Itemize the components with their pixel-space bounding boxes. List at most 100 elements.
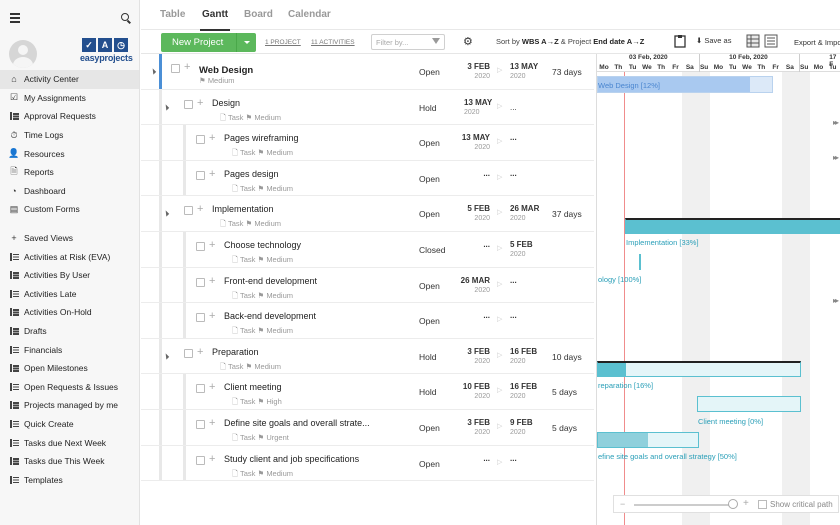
gantt-bar[interactable] — [597, 76, 773, 93]
end-date[interactable]: 13 MAY 2020 — [510, 62, 538, 80]
gear-icon[interactable]: ⚙ — [463, 36, 473, 48]
tab-calendar[interactable]: Calendar — [288, 9, 331, 20]
sort-key-end-date[interactable]: End date A→Z — [593, 37, 645, 46]
collapse-toggle-icon[interactable] — [162, 103, 170, 111]
add-subtask-icon[interactable]: + — [197, 96, 204, 109]
status-label[interactable]: Open — [419, 138, 440, 149]
sidebar-item-templates[interactable]: Templates — [0, 470, 139, 489]
activity-name[interactable]: Design — [212, 97, 241, 108]
activity-name[interactable]: Define site goals and overall strate... — [224, 417, 370, 428]
row-checkbox[interactable] — [196, 135, 205, 145]
row-checkbox[interactable] — [196, 170, 205, 180]
zoom-slider-handle[interactable] — [728, 499, 738, 509]
sort-key-wbs[interactable]: WBS A→Z — [521, 37, 559, 46]
row-checkbox[interactable] — [196, 241, 205, 251]
sidebar-item-open-milestones[interactable]: Open Milestones — [0, 359, 139, 378]
grid-view-icon[interactable] — [746, 34, 760, 48]
status-label[interactable]: Open — [419, 209, 440, 220]
tab-gantt[interactable]: Gantt — [199, 9, 231, 31]
activity-name[interactable]: Web Design — [199, 65, 254, 76]
table-row[interactable]: + Pages design 🗋 Task ⚑ Medium Open... ▷... — [141, 160, 594, 197]
tab-board[interactable]: Board — [244, 9, 273, 20]
new-project-button[interactable]: New Project — [161, 33, 256, 52]
start-date[interactable]: 3 FEB 2020 — [467, 418, 490, 436]
add-subtask-icon[interactable]: + — [209, 274, 216, 287]
new-project-dropdown-icon[interactable] — [236, 33, 256, 52]
row-checkbox[interactable] — [171, 64, 180, 73]
scroll-right-icon[interactable]: ▸▸ — [833, 153, 839, 163]
end-date[interactable]: ... — [510, 454, 517, 463]
sidebar-item-projects-managed-by-me[interactable]: Projects managed by me — [0, 396, 139, 415]
sidebar-item-time-logs[interactable]: ⏱ Time Logs — [0, 126, 139, 145]
export-import-button[interactable]: Export & Import — [794, 38, 840, 47]
table-row[interactable]: + Back-end development 🗋 Task ⚑ Medium Open… — [141, 303, 594, 339]
gantt-bar[interactable] — [697, 396, 801, 413]
add-subtask-icon[interactable]: + — [197, 345, 204, 358]
table-row[interactable]: + Front-end development 🗋 Task ⚑ Medium Ope… — [141, 267, 594, 304]
search-icon[interactable] — [121, 13, 129, 21]
activity-count-link[interactable]: 11 ACTIVITIES — [311, 39, 355, 46]
activity-name[interactable]: Implementation — [212, 204, 274, 215]
activity-name[interactable]: Study client and job specifications — [224, 453, 360, 464]
start-date[interactable]: ... — [483, 169, 490, 178]
add-subtask-icon[interactable]: + — [209, 452, 216, 465]
add-subtask-icon[interactable]: + — [184, 61, 191, 73]
status-label[interactable]: Hold — [419, 387, 437, 398]
collapse-toggle-icon[interactable] — [162, 353, 170, 360]
add-subtask-icon[interactable]: + — [209, 310, 216, 323]
end-date[interactable]: 16 FEB 2020 — [510, 382, 537, 400]
end-date[interactable]: ... — [510, 169, 517, 178]
row-checkbox[interactable] — [196, 455, 205, 465]
sidebar-item-approval-requests[interactable]: Approval Requests — [0, 107, 139, 126]
status-label[interactable]: Open — [419, 316, 440, 327]
tab-table[interactable]: Table — [160, 9, 186, 20]
activity-name[interactable]: Back-end development — [224, 311, 317, 322]
add-subtask-icon[interactable]: + — [209, 132, 216, 145]
row-checkbox[interactable] — [184, 348, 193, 358]
zoom-slider-track[interactable] — [634, 504, 734, 506]
table-row[interactable]: + Client meeting 🗋 Task ⚑ High Hold 10 FEB 20… — [141, 374, 594, 410]
row-checkbox[interactable] — [196, 277, 205, 287]
sidebar-item-activities-on-hold[interactable]: Activities On-Hold — [0, 303, 139, 322]
add-subtask-icon[interactable]: + — [209, 381, 216, 394]
start-date[interactable]: ... — [483, 311, 490, 320]
table-row[interactable]: + Web Design ⚑ Medium Open 3 FEB 2020 ▷ 13 MAY 2… — [141, 54, 594, 90]
gantt-bar[interactable] — [639, 254, 641, 270]
sidebar-item-resources[interactable]: 👤 Resources — [0, 144, 139, 163]
start-date[interactable]: 13 MAY 2020 — [462, 133, 490, 151]
sidebar-item-activity-center[interactable]: ⌂ Activity Center — [0, 70, 139, 89]
end-date[interactable]: 26 MAR 2020 — [510, 204, 539, 222]
end-date[interactable]: ... — [510, 311, 517, 320]
end-date[interactable]: ... — [510, 276, 517, 285]
filter-input[interactable]: Filter by... — [371, 34, 445, 50]
sidebar-item-tasks-due-this-week[interactable]: Tasks due This Week — [0, 452, 139, 471]
row-checkbox[interactable] — [196, 419, 205, 429]
logo[interactable]: ✓ A ◷ easyprojects — [80, 38, 133, 63]
activity-name[interactable]: Front-end development — [224, 275, 318, 286]
table-row[interactable]: + Implementation 🗋 Task ⚑ Medium Open 5 FEB 2… — [141, 196, 594, 232]
table-row[interactable]: + Design 🗋 Task ⚑ Medium Hold ▷ 13 MAY 2020... — [141, 89, 594, 126]
sidebar-item-tasks-due-next-week[interactable]: Tasks due Next Week — [0, 433, 139, 452]
status-label[interactable]: Open — [419, 458, 440, 469]
row-checkbox[interactable] — [196, 313, 205, 323]
start-date[interactable]: 10 FEB 2020 — [463, 382, 490, 400]
hamburger-menu-icon[interactable] — [10, 13, 20, 25]
sidebar-item-saved-views[interactable]: + Saved Views — [0, 229, 139, 248]
sidebar-item-quick-create[interactable]: Quick Create — [0, 415, 139, 434]
table-row[interactable]: + Pages wireframing 🗋 Task ⚑ Medium Open 13 … — [141, 125, 594, 161]
row-checkbox[interactable] — [184, 99, 193, 109]
end-date[interactable]: 16 FEB 2020 — [510, 347, 537, 365]
status-label[interactable]: Hold — [419, 351, 437, 362]
table-row[interactable]: + Choose technology 🗋 Task ⚑ Medium Closed.… — [141, 231, 594, 268]
start-date[interactable]: 3 FEB 2020 — [467, 62, 490, 80]
avatar[interactable] — [9, 40, 37, 68]
start-date[interactable]: ... — [483, 240, 490, 249]
sidebar-item-open-requests-issues[interactable]: Open Requests & Issues — [0, 378, 139, 397]
start-date[interactable]: 5 FEB 2020 — [467, 204, 490, 222]
status-label[interactable]: Open — [419, 173, 440, 184]
gantt-bar[interactable] — [597, 432, 699, 448]
table-row[interactable]: + Study client and job specifications 🗋 Ta… — [141, 445, 594, 482]
activity-name[interactable]: Pages design — [224, 168, 279, 179]
row-checkbox[interactable] — [184, 206, 193, 216]
sidebar-item-financials[interactable]: Financials — [0, 340, 139, 359]
